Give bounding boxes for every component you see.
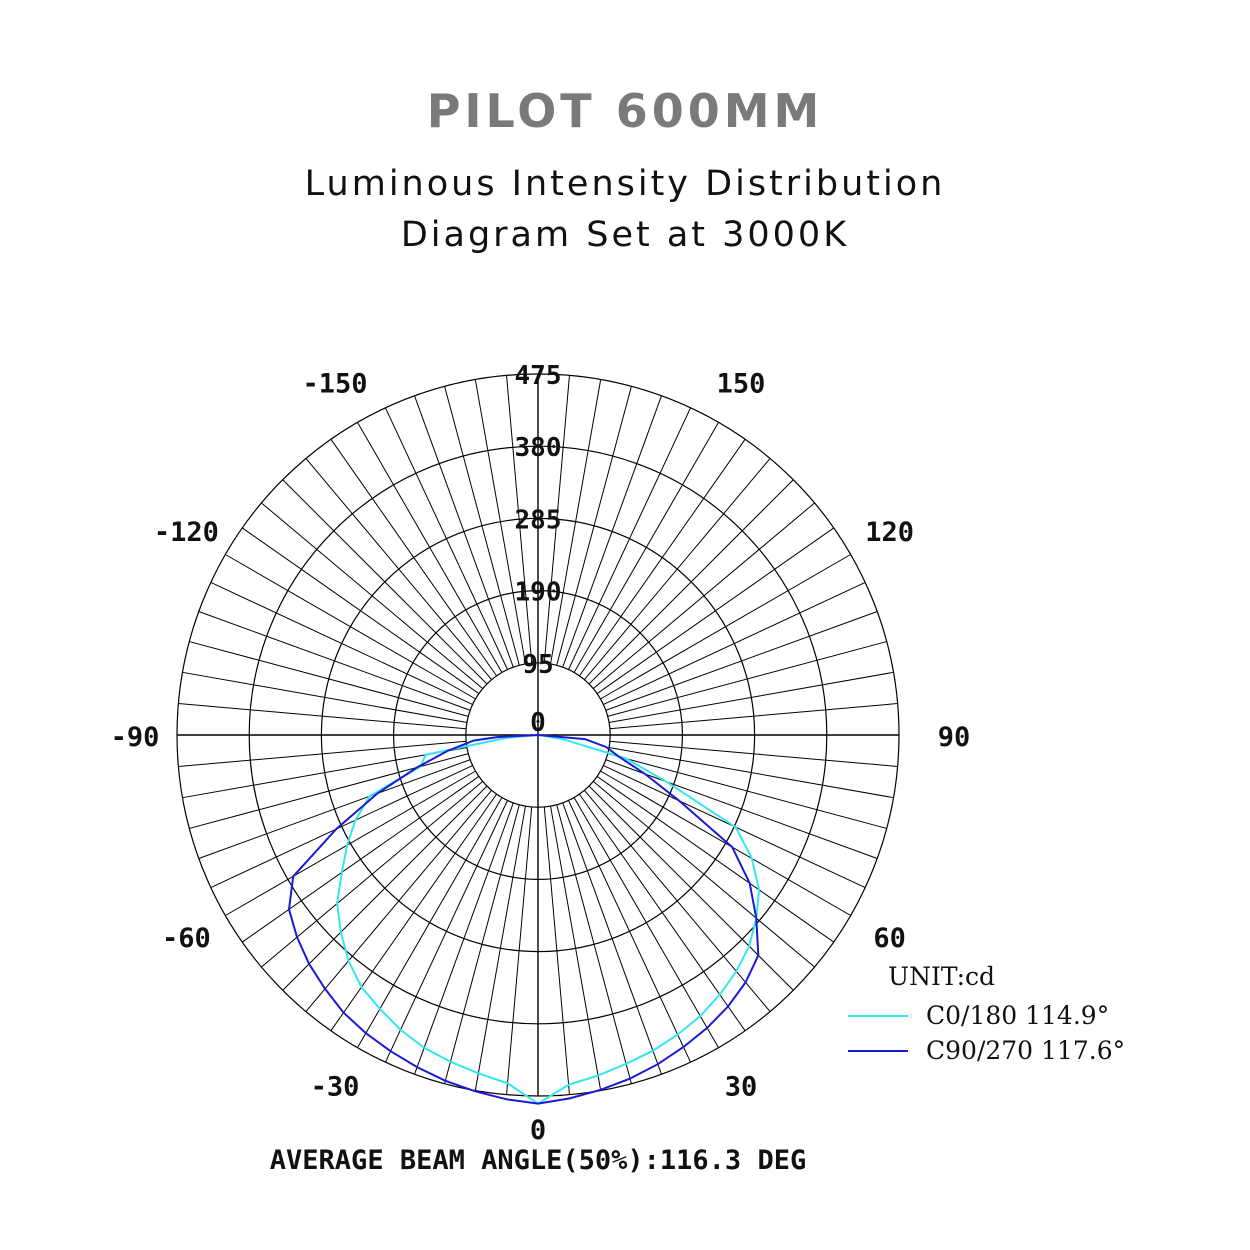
grid-spoke	[600, 770, 851, 916]
grid-spoke	[178, 703, 467, 730]
angle-label: -30	[311, 1072, 360, 1103]
grid-spoke	[609, 740, 898, 767]
grid-spoke	[189, 641, 469, 717]
grid-spoke	[261, 502, 484, 690]
grid-spoke	[414, 802, 514, 1075]
grid-spoke	[608, 747, 894, 799]
grid-spoke	[282, 479, 488, 685]
grid-spoke	[384, 800, 509, 1063]
grid-spoke	[603, 581, 866, 706]
grid-spoke	[241, 775, 480, 943]
grid-spoke	[474, 805, 526, 1091]
grid-spoke	[550, 379, 602, 665]
grid-spoke	[198, 611, 471, 711]
grid-spoke	[506, 806, 533, 1095]
chart-subtitle-line1: Luminous Intensity Distribution	[304, 164, 946, 204]
grid-spoke	[225, 770, 476, 916]
grid-spoke	[444, 804, 520, 1084]
grid-spoke	[241, 527, 480, 695]
angle-label: 0	[530, 1115, 546, 1146]
radial-tick-label: 0	[530, 708, 546, 738]
grid-spoke	[567, 800, 692, 1063]
grid-spoke	[583, 789, 771, 1012]
grid-spoke	[282, 785, 488, 991]
grid-spoke	[578, 438, 746, 677]
angle-label: -150	[302, 368, 367, 399]
grid-spoke	[600, 554, 851, 700]
grid-spoke	[261, 780, 484, 968]
grid-spoke	[210, 581, 473, 706]
grid-spoke	[562, 802, 662, 1075]
grid-spoke	[225, 554, 476, 700]
grid-spoke	[506, 375, 533, 664]
grid-spoke	[605, 759, 878, 859]
grid-spoke	[573, 422, 719, 673]
grid-spoke	[543, 806, 570, 1095]
grid-spoke	[198, 759, 471, 859]
product-title: PILOT 600MM	[426, 84, 824, 138]
radial-tick-label: 380	[515, 433, 562, 463]
grid-spoke	[567, 407, 692, 670]
angle-label: -90	[111, 722, 160, 753]
grid-spoke	[305, 458, 493, 681]
legend-entry-0: C0/180 114.9°	[926, 1001, 1109, 1030]
series-curve-1	[287, 733, 760, 1105]
angle-label: 30	[725, 1072, 758, 1103]
series-curve-0	[336, 733, 761, 1105]
radial-tick-label: 95	[522, 650, 553, 680]
grid-spoke	[588, 785, 794, 991]
grid-spoke	[474, 379, 526, 665]
grid-spoke	[556, 386, 632, 666]
chart-subtitle-line2: Diagram Set at 3000K	[400, 215, 850, 255]
grid-spoke	[596, 775, 835, 943]
grid-spoke	[550, 805, 602, 1091]
intensity-curves	[287, 733, 761, 1105]
grid-spoke	[182, 671, 468, 723]
grid-spoke	[189, 753, 469, 829]
grid-spoke	[414, 395, 514, 668]
radial-tick-label: 190	[515, 578, 562, 608]
grid-spoke	[543, 375, 570, 664]
grid-spoke	[607, 641, 887, 717]
grid-spoke	[605, 611, 878, 711]
grid-spoke	[608, 671, 894, 723]
grid-spoke	[330, 793, 498, 1032]
grid-spoke	[592, 780, 815, 968]
grid-spoke	[210, 764, 473, 889]
grid-spoke	[178, 740, 467, 767]
unit-label: UNIT:cd	[888, 962, 995, 991]
angle-label: 60	[873, 923, 906, 954]
grid-spoke	[578, 793, 746, 1032]
radial-tick-label: 475	[515, 361, 562, 391]
angle-label: 150	[717, 368, 766, 399]
legend-entry-1: C90/270 117.6°	[926, 1036, 1125, 1065]
grid-spoke	[573, 797, 719, 1048]
polar-grid	[176, 373, 900, 1097]
grid-spoke	[384, 407, 509, 670]
grid-spoke	[444, 386, 520, 666]
grid-spoke	[562, 395, 662, 668]
grid-spoke	[182, 747, 468, 799]
grid-spoke	[609, 703, 898, 730]
grid-spoke	[556, 804, 632, 1084]
grid-spoke	[305, 789, 493, 1012]
chart-labels: 0 95 190 285 380 475 0 30 60 90 120 150 -30 -60 -90 -12…	[111, 361, 971, 1176]
grid-spoke	[588, 479, 794, 685]
angle-label: 90	[938, 722, 971, 753]
grid-spoke	[357, 422, 503, 673]
angle-label: -120	[154, 517, 219, 548]
angle-label: -60	[162, 923, 211, 954]
grid-spoke	[607, 753, 887, 829]
average-beam-angle: AVERAGE BEAM ANGLE(50%):116.3 DEG	[270, 1145, 806, 1176]
grid-spoke	[592, 502, 815, 690]
grid-spoke	[330, 438, 498, 677]
grid-spoke	[596, 527, 835, 695]
chart-legend: UNIT:cd C0/180 114.9° C90/270 117.6°	[848, 962, 1125, 1065]
grid-spoke	[583, 458, 771, 681]
radial-tick-label: 285	[515, 505, 562, 535]
grid-spoke	[357, 797, 503, 1048]
angle-label: 120	[865, 517, 914, 548]
